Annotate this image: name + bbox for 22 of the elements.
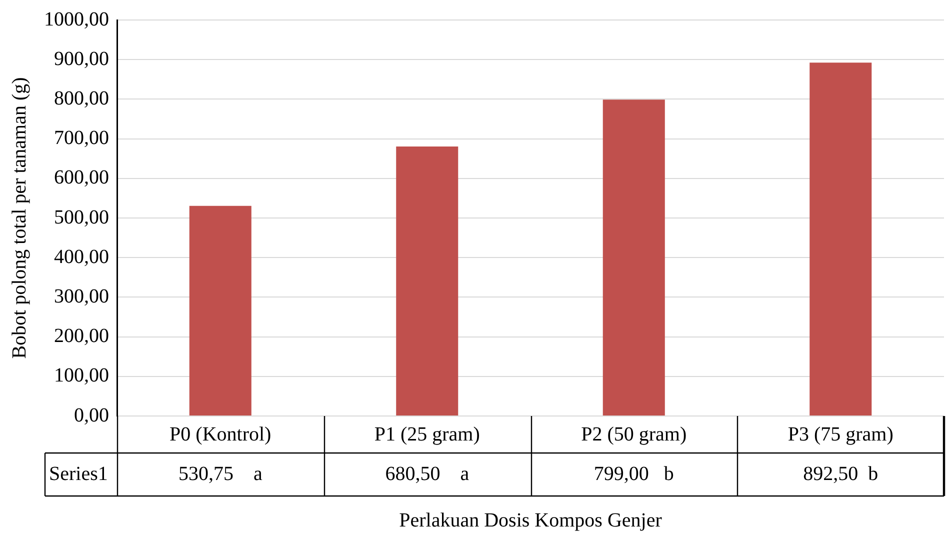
y-tick-label: 1000,00 <box>44 8 109 30</box>
y-tick-label: 100,00 <box>54 364 109 387</box>
y-tick-label: 600,00 <box>54 166 109 189</box>
y-axis-title: Bobot polong total per tanaman (g) <box>8 77 30 359</box>
x-tick-label: P0 (Kontrol) <box>170 423 272 446</box>
y-tick-label: 400,00 <box>54 246 109 268</box>
x-axis-title: Perlakuan Dosis Kompos Genjer <box>399 509 662 532</box>
x-tick-label: P3 (75 gram) <box>788 423 894 446</box>
y-tick-label: 300,00 <box>54 285 109 308</box>
y-tick-label: 500,00 <box>54 206 109 228</box>
x-tick-label: P2 (50 gram) <box>581 423 687 446</box>
text: Series1 <box>49 462 108 485</box>
data-label: 892,50 b <box>803 462 878 485</box>
data-label: 530,75 a <box>178 462 262 485</box>
data-label: 799,00 b <box>594 462 674 485</box>
y-tick-label: 200,00 <box>54 325 109 348</box>
x-tick-label: P1 (25 gram) <box>374 423 480 446</box>
y-tick-label: 700,00 <box>54 127 109 150</box>
y-tick-label: 0,00 <box>74 404 109 426</box>
y-tick-label: 900,00 <box>54 48 109 70</box>
data-label: 680,50 a <box>385 462 470 485</box>
y-tick-label: 800,00 <box>54 87 109 110</box>
